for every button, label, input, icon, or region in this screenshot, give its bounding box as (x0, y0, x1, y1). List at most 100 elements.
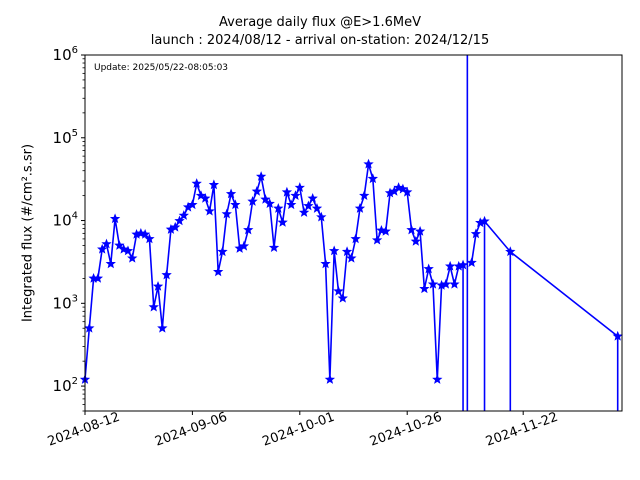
y-tick-label: 105 (53, 128, 78, 147)
data-point (367, 173, 378, 184)
data-point (505, 246, 516, 257)
update-annotation: Update: 2025/05/22-08:05:03 (94, 63, 229, 73)
data-point (479, 215, 490, 226)
x-tick-label: 2024-10-26 (368, 410, 444, 450)
data-point (359, 190, 370, 201)
y-axis-label: Integrated flux (#/cm².s.sr) (20, 143, 36, 323)
data-point (307, 193, 318, 203)
x-tick-label: 2024-11-22 (484, 410, 560, 450)
data-point (320, 258, 331, 269)
data-point (298, 207, 310, 217)
y-tick-label: 103 (53, 293, 78, 312)
data-point (109, 213, 121, 224)
plot-layer (79, 55, 623, 411)
data-point (470, 228, 482, 239)
data-point (414, 225, 426, 236)
data-point (303, 200, 314, 211)
data-point (264, 198, 275, 209)
data-point (371, 234, 383, 245)
data-point (457, 259, 469, 270)
data-point (341, 246, 353, 257)
data-point (127, 252, 138, 263)
data-point (268, 242, 280, 253)
data-point (354, 203, 366, 213)
data-point (191, 178, 202, 188)
data-point (174, 215, 185, 226)
data-point (152, 281, 164, 291)
data-point (281, 186, 293, 197)
data-point (393, 182, 404, 192)
data-point (294, 182, 305, 192)
data-point (363, 158, 374, 169)
data-point (161, 269, 172, 280)
data-point (204, 205, 215, 216)
chart-subtitle: launch : 2024/08/12 - arrival on-station… (150, 33, 490, 48)
data-point (311, 203, 323, 213)
series-line-segment (84, 163, 464, 381)
data-point (423, 263, 434, 274)
data-point (427, 278, 439, 289)
data-point (148, 301, 159, 312)
data-point (247, 196, 258, 206)
y-tick-label: 104 (53, 211, 78, 230)
data-point (118, 243, 129, 254)
data-point (432, 374, 443, 384)
data-point (324, 374, 336, 384)
x-tick-label: 2024-10-01 (261, 410, 337, 450)
data-point (350, 233, 361, 244)
data-point (238, 240, 250, 251)
data-point (273, 203, 284, 213)
data-point (286, 199, 297, 210)
data-point (277, 216, 288, 227)
data-point (84, 322, 95, 333)
y-tick-label: 106 (53, 45, 78, 64)
data-point (449, 278, 460, 289)
data-point (290, 190, 301, 201)
data-point (346, 252, 357, 263)
data-point (221, 208, 232, 219)
data-point (251, 185, 262, 196)
data-point (101, 238, 112, 249)
data-point (333, 285, 344, 296)
data-point (466, 257, 477, 268)
y-tick-label: 102 (53, 376, 78, 395)
data-point (195, 190, 207, 201)
data-point (217, 246, 228, 257)
data-point (178, 210, 189, 220)
data-point (410, 235, 421, 246)
series-line-segment (470, 220, 619, 337)
data-point (440, 278, 452, 289)
data-point (255, 171, 267, 181)
data-point (170, 221, 181, 232)
data-point (122, 245, 134, 256)
x-axis: 2024-08-12 2024-09-06 2024-10-01 2024-10-26… (46, 410, 560, 450)
data-point (380, 225, 391, 236)
data-point (213, 266, 224, 277)
data-point (157, 322, 168, 333)
data-point (406, 224, 417, 235)
data-point (144, 233, 155, 244)
data-point (208, 179, 220, 190)
data-point (329, 245, 340, 256)
data-point (445, 260, 456, 271)
data-point (139, 228, 151, 239)
data-point (97, 243, 108, 254)
chart-title: Average daily flux @E>1.6MeV (219, 15, 421, 30)
data-point (105, 258, 116, 269)
data-point (260, 193, 271, 204)
data-point (187, 199, 198, 210)
y-axis: 102 103 104 105 106 (53, 45, 85, 412)
data-point (114, 240, 125, 250)
data-point (243, 224, 254, 235)
data-point (200, 193, 211, 203)
data-point (230, 199, 241, 210)
data-point (419, 283, 430, 294)
x-tick-label: 2024-08-12 (46, 410, 122, 450)
data-point (337, 292, 348, 303)
plot-area-frame (84, 54, 623, 412)
data-point (225, 188, 237, 199)
data-point (92, 272, 104, 283)
data-point (612, 330, 623, 341)
x-tick-label: 2024-09-06 (153, 410, 229, 450)
